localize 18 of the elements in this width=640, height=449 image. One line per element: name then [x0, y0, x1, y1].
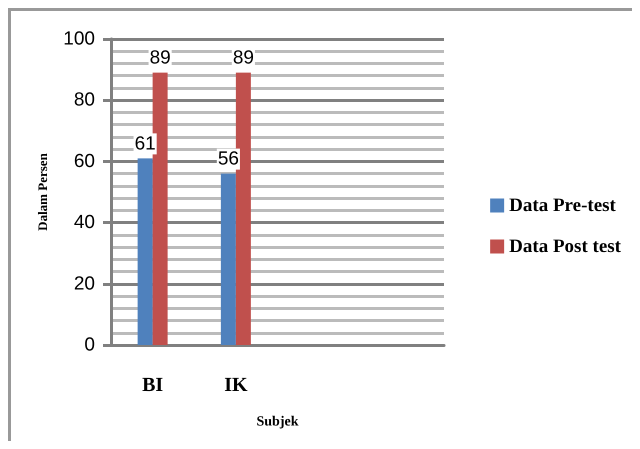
y-tick-label: 100	[63, 28, 95, 50]
x-axis-title: Subjek	[256, 414, 299, 430]
data-label: 89	[232, 48, 254, 69]
x-tick-label: BI	[142, 374, 164, 396]
data-label: 61	[134, 133, 156, 154]
legend-label: Data Post test	[509, 236, 622, 257]
y-axis-title: Dalam Persen	[35, 152, 50, 231]
data-label: 56	[218, 148, 239, 170]
y-tick-label: 20	[74, 273, 95, 294]
bar	[220, 174, 236, 345]
data-label: 89	[150, 48, 171, 69]
bar	[138, 158, 153, 345]
legend-label: Data Pre-test	[509, 195, 617, 216]
y-tick-label: 60	[74, 150, 95, 172]
y-tick-label: 40	[74, 212, 95, 234]
y-tick-label: 80	[74, 90, 95, 111]
x-tick-label: IK	[224, 374, 248, 396]
y-tick-label: 0	[84, 334, 95, 356]
